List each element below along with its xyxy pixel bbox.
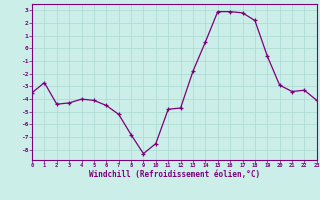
X-axis label: Windchill (Refroidissement éolien,°C): Windchill (Refroidissement éolien,°C) [89, 170, 260, 179]
